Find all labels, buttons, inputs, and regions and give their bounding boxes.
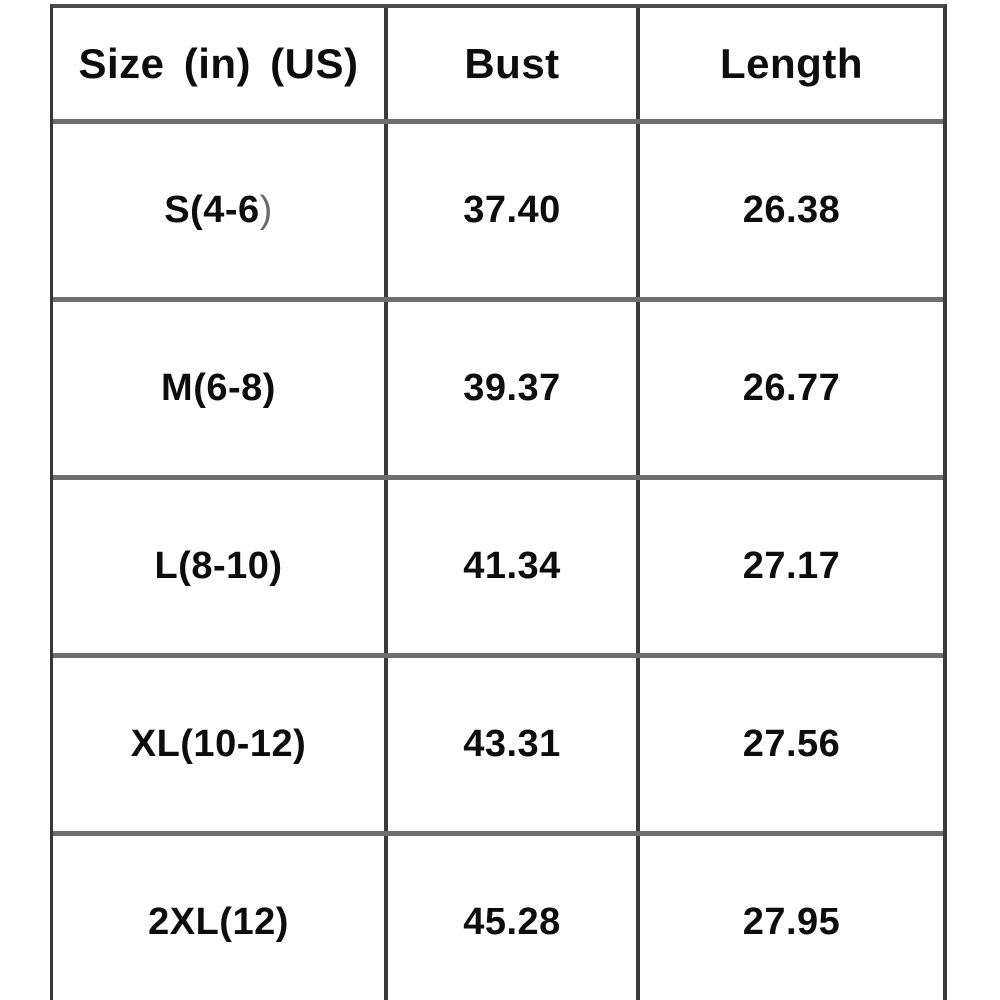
bust-cell: 37.40	[384, 124, 636, 297]
header-bust-column: Bust	[384, 8, 636, 119]
bust-cell: 39.37	[384, 302, 636, 475]
header-size-column: Size (in) (US)	[78, 39, 359, 87]
table-row-l: L(8-10) 41.34 27.17	[53, 480, 943, 658]
size-label: XL(10-12)	[130, 723, 307, 765]
size-label: M(6-8)	[161, 367, 276, 409]
size-cell: 2XL(12)	[53, 836, 384, 1000]
size-cell: XL(10-12)	[53, 658, 384, 831]
size-label-tail: )	[259, 189, 273, 231]
table-row-m: M(6-8) 39.37 26.77	[53, 302, 943, 480]
size-cell: L(8-10)	[53, 480, 384, 653]
size-cell: S(4-6)	[53, 124, 384, 297]
table-row-xl: XL(10-12) 43.31 27.56	[53, 658, 943, 836]
table-row-2xl: 2XL(12) 45.28 27.95	[53, 836, 943, 1000]
length-cell: 26.77	[636, 302, 943, 475]
length-cell: 26.38	[636, 124, 943, 297]
header-length-column: Length	[636, 8, 943, 119]
size-label: L(8-10)	[154, 545, 283, 587]
bust-cell: 43.31	[384, 658, 636, 831]
size-label: S(4-6	[164, 189, 260, 231]
length-cell: 27.56	[636, 658, 943, 831]
bust-cell: 45.28	[384, 836, 636, 1000]
table-row-s: S(4-6) 37.40 26.38	[53, 124, 943, 302]
size-chart-table: Size (in) (US) Bust Length S(4-6) 37.40 …	[50, 4, 947, 1000]
size-label: 2XL(12)	[148, 901, 289, 943]
length-cell: 27.95	[636, 836, 943, 1000]
size-cell: M(6-8)	[53, 302, 384, 475]
bust-cell: 41.34	[384, 480, 636, 653]
table-header-row: Size (in) (US) Bust Length	[53, 8, 943, 124]
length-cell: 27.17	[636, 480, 943, 653]
